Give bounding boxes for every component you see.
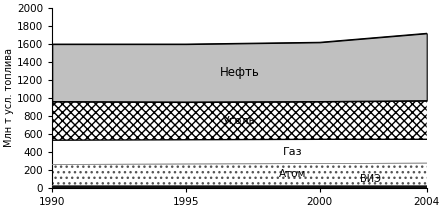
Y-axis label: Млн т усл. топлива: Млн т усл. топлива [4, 49, 14, 147]
Text: Нефть: Нефть [219, 66, 259, 79]
Text: Газ: Газ [283, 146, 303, 157]
Text: Уголь: Уголь [223, 116, 256, 126]
Text: ВИЭ: ВИЭ [360, 174, 381, 184]
Text: Атом: Атом [279, 169, 307, 179]
